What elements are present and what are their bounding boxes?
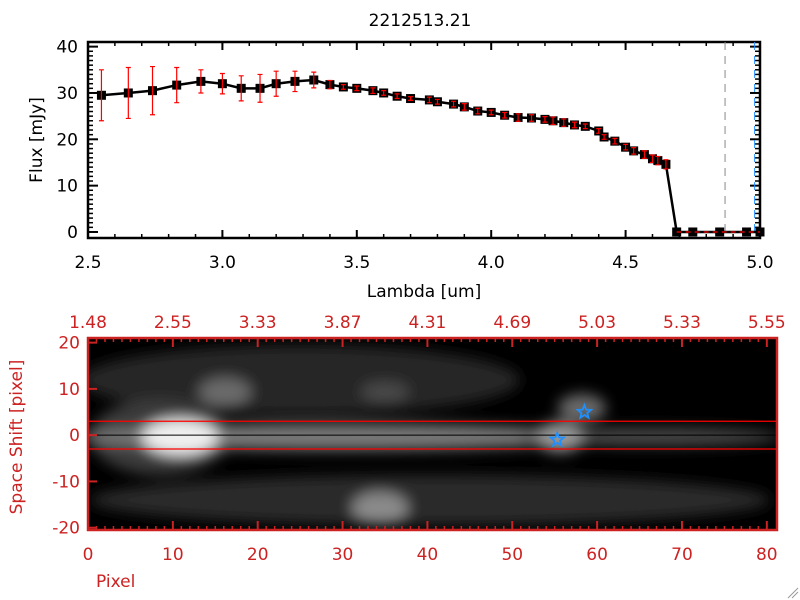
x-tick-label: 30: [332, 545, 354, 565]
y-tick-label: -10: [52, 472, 80, 492]
flux-error-bar: [98, 69, 104, 122]
y-tick-label: -20: [52, 519, 80, 539]
y-tick-label: 20: [56, 130, 78, 150]
flux-error-bar: [582, 123, 588, 130]
flux-error-bar: [572, 121, 578, 129]
flux-error-bar: [340, 84, 346, 90]
spectrum-image: [88, 338, 777, 530]
flux-error-bar: [561, 118, 567, 127]
x-tick-label: 80: [756, 545, 778, 565]
flux-error-bar: [461, 103, 467, 111]
y-tick-label: 0: [67, 223, 78, 243]
x-tick-label: 40: [417, 545, 439, 565]
flux-error-bar: [529, 114, 535, 122]
flux-error-bar: [292, 70, 298, 93]
x-tick-label: 3.5: [343, 253, 370, 273]
flux-error-bar: [601, 134, 607, 140]
flux-error-bar: [631, 147, 637, 155]
y-tick-label: 40: [56, 38, 78, 58]
x-tick-label: 20: [247, 545, 269, 565]
flux-error-bar: [641, 150, 647, 159]
bottom-x-axis-label: Pixel: [96, 572, 135, 592]
flux-error-bar: [354, 85, 360, 92]
flux-error-bar: [623, 143, 629, 151]
bottom-plot-frame: [86, 336, 779, 532]
y-tick-label: 10: [58, 380, 80, 400]
top-wavelength-tick-label: 2.55: [154, 313, 192, 333]
flux-data-point: [688, 227, 698, 237]
x-tick-label: 50: [501, 545, 523, 565]
top-wavelength-tick-label: 3.33: [239, 313, 277, 333]
flux-error-bar: [426, 96, 432, 104]
top-wavelength-tick-label: 5.03: [578, 313, 616, 333]
spectrum-image-plot: 0 1.48 10 2.55 20 3.33 30 3.87 40 4.31 50 4.69 60 5.0…: [52, 313, 786, 565]
x-tick-label: 0: [83, 545, 94, 565]
flux-error-bar: [311, 71, 317, 89]
flux-error-bar: [370, 87, 376, 95]
x-tick-label: 10: [162, 545, 184, 565]
x-tick-label: 5.0: [746, 253, 773, 273]
flux-error-bar: [327, 79, 333, 90]
bottom-y-axis-label: Space Shift [pixel]: [7, 360, 27, 515]
y-tick-label: 0: [69, 426, 80, 446]
y-tick-label: 10: [56, 177, 78, 197]
top-y-axis-label: Flux [mJy]: [27, 97, 47, 183]
flux-plot: 2.5 3.0 3.5 4.0 4.5 5.0 0 10 20 30 40: [56, 38, 773, 273]
flux-error-bar: [381, 90, 387, 96]
flux-error-bar: [238, 75, 244, 102]
flux-error-bar: [125, 66, 131, 120]
top-wavelength-tick-label: 4.69: [493, 313, 531, 333]
x-tick-label: 2.5: [74, 253, 101, 273]
flux-error-bar: [174, 66, 180, 104]
flux-error-bar: [663, 159, 669, 170]
x-tick-label: 4.5: [612, 253, 639, 273]
flux-data-point: [742, 227, 752, 237]
flux-error-bar: [150, 65, 156, 116]
flux-error-bar: [198, 69, 204, 94]
star-marker-icon: [575, 402, 594, 420]
x-tick-label: 60: [586, 545, 608, 565]
flux-error-bar: [219, 72, 225, 95]
top-wavelength-tick-label: 5.55: [748, 313, 786, 333]
flux-data-point: [715, 227, 725, 237]
flux-error-bar: [434, 98, 440, 105]
flux-error-bar: [451, 100, 457, 108]
flux-error-bar: [488, 109, 494, 116]
x-tick-label: 4.0: [478, 253, 505, 273]
top-wavelength-tick-label: 4.31: [408, 313, 446, 333]
flux-error-bar: [550, 116, 556, 126]
flux-error-bar: [515, 113, 521, 122]
y-tick-label: 30: [56, 84, 78, 104]
top-wavelength-tick-label: 3.87: [324, 313, 362, 333]
top-plot-frame: [86, 40, 762, 240]
x-tick-label: 70: [671, 545, 693, 565]
flux-error-bar: [612, 137, 618, 145]
flux-error-bar: [655, 155, 661, 166]
flux-error-bar: [475, 107, 481, 115]
flux-error-bar: [542, 116, 548, 123]
x-tick-label: 3.0: [209, 253, 236, 273]
flux-error-bar: [502, 111, 508, 119]
top-x-axis-label: Lambda [um]: [367, 282, 481, 302]
top-chart-title: 2212513.21: [369, 11, 472, 31]
flux-error-bar: [394, 93, 400, 100]
flux-error-bar: [273, 70, 279, 97]
y-tick-label: 20: [58, 334, 80, 354]
top-wavelength-tick-label: 5.33: [663, 313, 701, 333]
top-wavelength-tick-label: 1.48: [69, 313, 107, 333]
flux-error-bar: [408, 96, 414, 101]
star-marker-icon: [548, 430, 567, 448]
resize-grip-icon[interactable]: [787, 587, 799, 599]
flux-error-bar: [257, 73, 263, 103]
